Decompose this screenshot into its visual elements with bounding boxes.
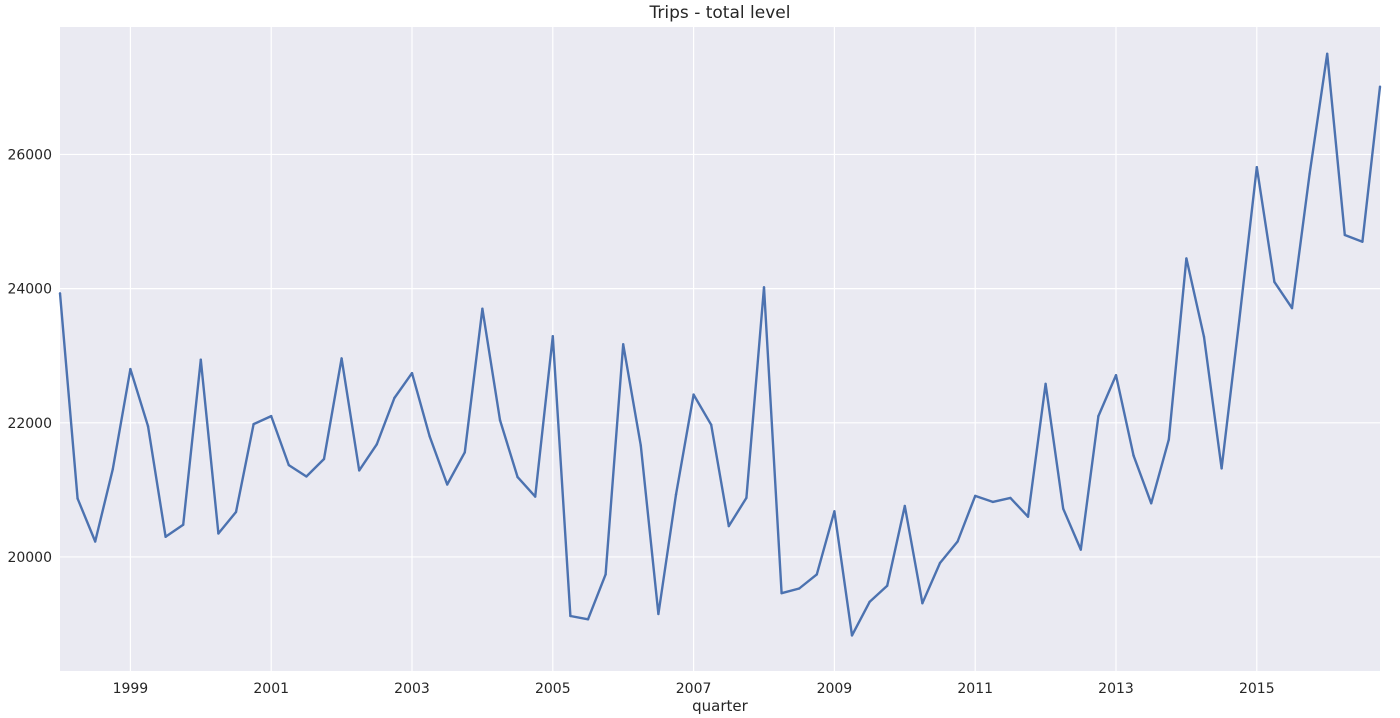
data-point bbox=[903, 504, 906, 508]
x-tick-label: 2007 bbox=[676, 681, 712, 697]
grid-lines bbox=[60, 27, 1380, 671]
data-point bbox=[798, 587, 801, 590]
data-point bbox=[182, 523, 185, 526]
data-point bbox=[1009, 496, 1012, 500]
data-point bbox=[305, 475, 308, 478]
data-point bbox=[287, 463, 290, 467]
data-point bbox=[1202, 335, 1206, 339]
x-tick-labels: 1999 2001 2003 2005 2007 2009 2011 2013 2015 bbox=[113, 681, 1275, 697]
data-point bbox=[674, 493, 678, 496]
plot-area bbox=[60, 27, 1380, 671]
data-point bbox=[1290, 306, 1294, 310]
x-tick-label: 2009 bbox=[817, 681, 853, 697]
data-point bbox=[129, 367, 132, 371]
data-point bbox=[446, 483, 449, 486]
data-point bbox=[1044, 382, 1047, 386]
data-point bbox=[1326, 52, 1329, 56]
y-tick-label: 22000 bbox=[7, 416, 52, 432]
data-point bbox=[1150, 502, 1153, 505]
x-tick-label: 2003 bbox=[394, 681, 430, 697]
x-tick-label: 1999 bbox=[113, 681, 149, 697]
data-point bbox=[410, 371, 414, 375]
data-point bbox=[745, 496, 748, 500]
data-point bbox=[76, 497, 79, 500]
data-point bbox=[234, 510, 238, 514]
data-point bbox=[252, 422, 255, 426]
data-point bbox=[727, 524, 730, 528]
data-point bbox=[393, 396, 396, 400]
data-point bbox=[604, 573, 607, 576]
data-point bbox=[1167, 438, 1171, 441]
data-point bbox=[534, 495, 537, 498]
data-point bbox=[111, 467, 115, 471]
data-point bbox=[1026, 515, 1030, 518]
chart-title: Trips - total level bbox=[649, 3, 791, 23]
y-tick-label: 26000 bbox=[7, 147, 52, 163]
data-point bbox=[710, 423, 713, 427]
data-point bbox=[481, 307, 484, 310]
data-point bbox=[956, 540, 959, 543]
data-point bbox=[1114, 373, 1118, 377]
x-axis-label: quarter bbox=[692, 697, 748, 715]
x-tick-label: 2001 bbox=[253, 681, 289, 697]
data-point bbox=[358, 469, 361, 472]
data-point bbox=[991, 500, 994, 504]
y-tick-labels: 20000 22000 24000 26000 bbox=[7, 147, 52, 566]
data-point bbox=[146, 424, 150, 428]
x-tick-label: 2011 bbox=[957, 681, 993, 697]
data-point bbox=[639, 444, 642, 447]
data-point bbox=[1185, 257, 1188, 260]
data-point bbox=[657, 612, 660, 616]
y-tick-label: 20000 bbox=[7, 550, 52, 566]
data-point bbox=[1097, 414, 1100, 418]
y-tick-label: 24000 bbox=[7, 282, 52, 298]
data-point bbox=[974, 494, 977, 498]
data-point bbox=[94, 540, 97, 543]
data-point bbox=[780, 591, 783, 595]
data-point bbox=[164, 535, 167, 539]
data-point bbox=[938, 561, 942, 565]
data-point bbox=[1079, 548, 1083, 551]
data-point bbox=[886, 584, 889, 588]
data-point bbox=[1361, 240, 1364, 243]
x-tick-label: 2013 bbox=[1098, 681, 1134, 697]
data-point bbox=[1255, 166, 1259, 169]
data-point bbox=[270, 414, 273, 418]
data-point bbox=[569, 614, 572, 618]
data-point bbox=[375, 443, 378, 446]
data-point bbox=[850, 634, 854, 637]
data-point bbox=[1378, 85, 1382, 88]
data-point bbox=[586, 618, 590, 621]
series-line-trips bbox=[58, 52, 1382, 637]
data-point bbox=[868, 600, 871, 604]
data-point bbox=[1220, 467, 1223, 470]
data-point bbox=[833, 510, 836, 513]
data-point bbox=[1132, 454, 1135, 457]
data-point bbox=[622, 343, 625, 346]
data-point bbox=[1062, 507, 1065, 510]
data-point bbox=[463, 451, 466, 454]
data-point bbox=[1308, 172, 1311, 176]
data-point bbox=[1343, 233, 1347, 237]
data-point bbox=[58, 292, 62, 295]
data-point bbox=[322, 457, 326, 461]
data-point bbox=[199, 358, 202, 361]
x-tick-label: 2015 bbox=[1239, 681, 1275, 697]
data-point bbox=[762, 286, 766, 289]
data-points bbox=[58, 52, 1382, 637]
data-point bbox=[516, 475, 519, 479]
data-point bbox=[1238, 319, 1241, 323]
data-point bbox=[1273, 280, 1276, 284]
data-point bbox=[921, 602, 924, 605]
data-point bbox=[217, 532, 220, 535]
data-point bbox=[692, 393, 695, 396]
data-point bbox=[340, 357, 343, 360]
data-point bbox=[551, 335, 554, 338]
data-point bbox=[815, 573, 818, 576]
x-tick-label: 2005 bbox=[535, 681, 571, 697]
data-point bbox=[498, 418, 502, 422]
data-point bbox=[428, 435, 431, 438]
